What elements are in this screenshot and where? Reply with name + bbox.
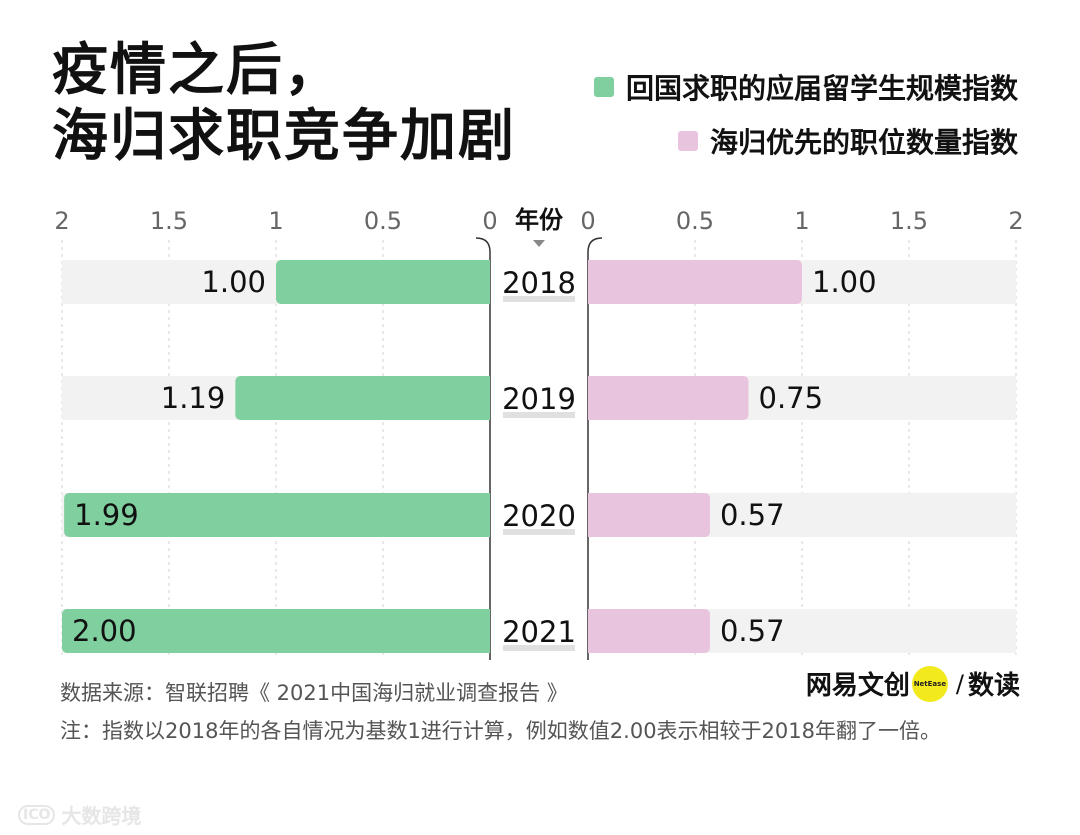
bar-right-2019 <box>588 376 749 420</box>
watermark-logo: ICO <box>18 804 56 825</box>
year-underline <box>503 296 575 302</box>
category-label-2019: 2019 <box>502 382 576 416</box>
bar-left-2019 <box>235 376 490 420</box>
bar-left-2018 <box>276 260 490 304</box>
title-line-2: 海归求职竞争加剧 <box>52 104 516 169</box>
data-label-right: 0.57 <box>720 614 785 648</box>
data-label-left: 1.00 <box>201 265 266 299</box>
baseline-right <box>587 237 603 660</box>
data-label-right: 0.57 <box>720 498 785 532</box>
year-underline <box>503 529 575 535</box>
data-label-right: 1.00 <box>812 265 877 299</box>
bar-left-2021 <box>62 609 490 653</box>
watermark-text: 大数跨境 <box>61 804 142 828</box>
brand-sub: 数读 <box>967 671 1020 701</box>
baseline-left <box>475 237 491 660</box>
data-label-left: 2.00 <box>72 614 137 648</box>
tick-label-left: 1 <box>268 207 283 235</box>
center-arrow-icon <box>533 240 545 247</box>
data-source: 数据来源：智联招聘《 2021中国海归就业调查报告 》 <box>60 681 568 705</box>
butterfly-bar-chart: 0 0 0.5 0.5 1 1 1.5 1.5 2 2 年份 1.00 1.00 2018 1.19 0.75… <box>54 206 1024 660</box>
watermark: ICO 大数跨境 <box>18 800 141 829</box>
bar-left-edge <box>482 609 490 653</box>
data-label-left: 1.19 <box>161 381 226 415</box>
tick-label-right: 1.5 <box>890 207 928 235</box>
bar-right-edge <box>588 609 596 653</box>
tick-label-right: 0.5 <box>676 207 714 235</box>
category-label-2020: 2020 <box>502 499 576 533</box>
legend: 回国求职的应届留学生规模指数 海归优先的职位数量指数 <box>593 60 1018 168</box>
bar-right-2018 <box>588 260 802 304</box>
bar-left-edge <box>482 376 490 420</box>
tick-label-right: 2 <box>1008 207 1023 235</box>
year-underline <box>503 645 575 651</box>
brand-dot: NetEase <box>911 665 948 702</box>
bar-left-2020 <box>64 493 490 537</box>
center-axis-label: 年份 <box>515 206 564 234</box>
bar-right-edge <box>588 260 596 304</box>
tick-label-right: 1 <box>794 207 809 235</box>
tick-label-right: 0 <box>580 207 595 235</box>
tick-label-left: 2 <box>54 207 69 235</box>
bar-left-edge <box>482 493 490 537</box>
legend-label-positions: 海归优先的职位数量指数 <box>709 126 1018 159</box>
brand-logo: 网易文创 NetEase / 数读 <box>806 665 1020 702</box>
data-label-left: 1.99 <box>74 498 139 532</box>
data-label-right: 0.75 <box>759 381 824 415</box>
bar-right-edge <box>588 376 596 420</box>
tick-label-left: 0.5 <box>364 207 402 235</box>
tick-label-left: 0 <box>482 207 497 235</box>
legend-swatch-pink <box>677 131 698 151</box>
legend-item-students: 回国求职的应届留学生规模指数 <box>593 60 1018 114</box>
tick-label-left: 1.5 <box>150 207 188 235</box>
brand-name: 网易文创 <box>805 671 910 701</box>
bar-left-edge <box>482 260 490 304</box>
footnote: 注：指数以2018年的各自情况为基数1进行计算，例如数值2.00表示相较于201… <box>60 719 942 743</box>
bar-right-2021 <box>588 609 710 653</box>
legend-swatch-green <box>593 77 614 97</box>
brand-slash: / <box>955 669 964 698</box>
category-label-2018: 2018 <box>502 266 576 300</box>
bar-right-edge <box>588 493 596 537</box>
legend-label-students: 回国求职的应届留学生规模指数 <box>625 72 1018 105</box>
chart-title: 疫情之后， 海归求职竞争加剧 <box>52 38 516 170</box>
bar-right-2020 <box>588 493 710 537</box>
legend-item-positions: 海归优先的职位数量指数 <box>594 114 1018 168</box>
year-underline <box>503 412 575 418</box>
category-label-2021: 2021 <box>502 615 576 649</box>
title-line-1: 疫情之后， <box>52 38 342 103</box>
